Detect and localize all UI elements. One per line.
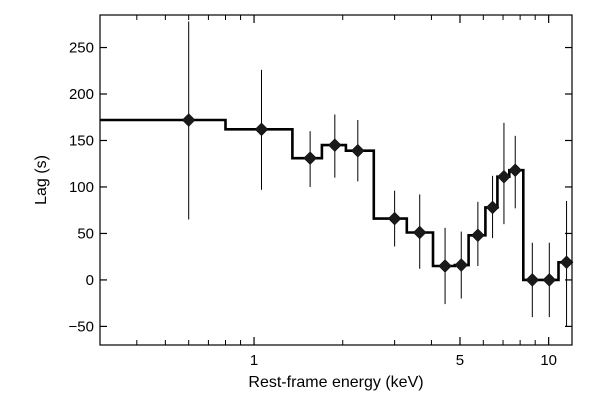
y-tick-label: 250 xyxy=(69,40,94,57)
plot-layer xyxy=(100,21,574,327)
y-tick-label: 0 xyxy=(86,272,94,289)
y-tick-label: −50 xyxy=(69,318,94,335)
data-point xyxy=(327,138,342,152)
y-tick-label: 200 xyxy=(69,86,94,103)
data-point xyxy=(525,273,540,287)
data-point xyxy=(559,255,574,270)
y-axis-label: Lag (s) xyxy=(33,155,50,205)
data-point xyxy=(181,113,196,127)
data-point xyxy=(254,122,269,137)
data-point xyxy=(471,228,485,243)
axes-layer: −50 0 50 100 150 200 250 1 5 10 xyxy=(69,15,572,369)
data-point xyxy=(542,273,557,287)
data-point xyxy=(412,225,427,240)
data-point xyxy=(350,143,365,158)
data-point xyxy=(454,258,469,272)
data-point xyxy=(485,200,500,215)
data-point xyxy=(497,169,511,184)
data-point xyxy=(508,163,523,178)
step-line xyxy=(100,118,572,282)
x-tick-label: 5 xyxy=(456,352,464,369)
data-point xyxy=(303,151,317,166)
data-point xyxy=(387,211,402,226)
x-tick-label: 1 xyxy=(250,352,258,369)
data-point xyxy=(438,259,452,273)
y-tick-label: 100 xyxy=(69,179,94,196)
x-axis-label: Rest-frame energy (keV) xyxy=(248,374,423,391)
y-tick-label: 50 xyxy=(77,225,94,242)
y-tick-label: 150 xyxy=(69,132,94,149)
plot-frame xyxy=(99,14,573,346)
x-tick-label: 10 xyxy=(540,352,557,369)
